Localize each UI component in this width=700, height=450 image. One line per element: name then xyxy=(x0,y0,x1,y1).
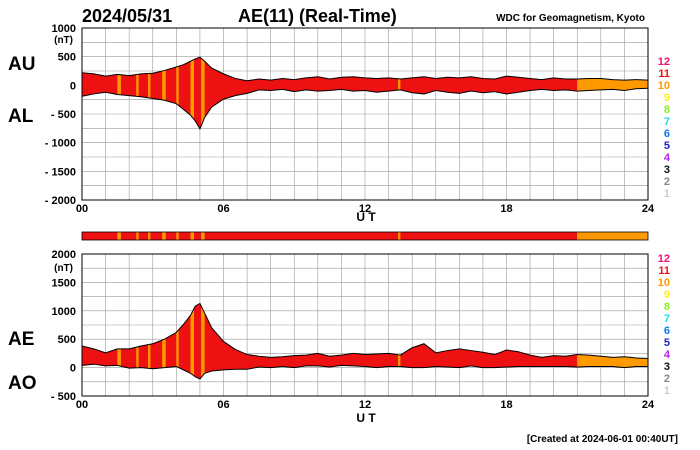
series-line-ao xyxy=(81,363,648,380)
x-tick-label: 24 xyxy=(642,203,655,215)
legend-level-7: 7 xyxy=(664,313,670,325)
area-accent-stripe xyxy=(162,57,166,129)
x-tick-label: 12 xyxy=(359,399,371,411)
activity-accent xyxy=(190,232,195,240)
legend-level-12: 12 xyxy=(658,56,670,68)
unit-label-bottom: (nT) xyxy=(54,263,73,274)
legend-level-5: 5 xyxy=(664,140,670,152)
plot-frame xyxy=(81,253,649,397)
area-accent-stripe xyxy=(190,303,195,379)
activity-accent xyxy=(117,232,121,240)
y-tick-label: 1000 xyxy=(52,306,76,318)
activity-level-bar xyxy=(81,231,649,241)
y-tick-label: - 1000 xyxy=(45,138,76,150)
legend-level-2: 2 xyxy=(664,176,670,188)
area-accent-stripe xyxy=(190,57,195,129)
legend-level-1: 1 xyxy=(664,188,670,200)
x-tick-label: 18 xyxy=(500,399,512,411)
legend-level-11: 11 xyxy=(658,68,670,80)
date-title: 2024/05/31 xyxy=(82,6,172,26)
x-tick-label: 18 xyxy=(500,203,512,215)
area-accent-stripe xyxy=(148,57,151,129)
activity-accent xyxy=(148,232,151,240)
legend-level-3: 3 xyxy=(664,361,670,373)
area-accent-stripe xyxy=(162,303,166,379)
legend-level-9: 9 xyxy=(664,289,670,301)
legend-level-1: 1 xyxy=(664,385,670,397)
series-line-al xyxy=(81,87,649,131)
legend-level-10: 10 xyxy=(658,80,670,92)
x-tick-label: 24 xyxy=(642,399,655,411)
activity-segment xyxy=(577,232,648,240)
y-tick-label: - 500 xyxy=(51,109,76,121)
area-accent-stripe xyxy=(176,303,179,379)
y-tick-label: 500 xyxy=(58,52,76,64)
y-tick-label: 2000 xyxy=(52,249,76,261)
area-accent-stripe xyxy=(201,303,205,379)
area-accent-stripe xyxy=(201,57,205,129)
legend-level-12: 12 xyxy=(658,253,670,265)
unit-label-top: (nT) xyxy=(54,35,73,46)
activity-frame xyxy=(81,231,649,241)
y-tick-label: 1500 xyxy=(52,277,76,289)
area-accent-stripe xyxy=(176,57,179,129)
legend-level-2: 2 xyxy=(664,373,670,385)
y-tick-label: - 1500 xyxy=(45,166,76,178)
y-tick-label: - 500 xyxy=(51,391,76,403)
legend-level-4: 4 xyxy=(664,152,671,164)
activity-accent xyxy=(162,232,166,240)
x-tick-label: 12 xyxy=(359,203,371,215)
activity-accent xyxy=(398,232,401,240)
legend-level-8: 8 xyxy=(664,301,670,313)
legend-level-11: 11 xyxy=(658,265,670,277)
ao-label: AO xyxy=(8,373,37,394)
ae-label: AE xyxy=(8,329,34,350)
xlabel-bottom: U T xyxy=(356,411,376,425)
y-tick-label: 500 xyxy=(58,334,76,346)
xlabel-top: U T xyxy=(356,210,376,224)
created-timestamp: [Created at 2024-06-01 00:40UT] xyxy=(527,434,678,445)
legend-level-6: 6 xyxy=(664,325,670,337)
legend-level-5: 5 xyxy=(664,337,670,349)
x-tick-label: 06 xyxy=(217,399,229,411)
series-line-au xyxy=(81,56,649,82)
legend-level-9: 9 xyxy=(664,92,670,104)
legend-level-6: 6 xyxy=(664,128,670,140)
activity-accent xyxy=(136,232,139,240)
y-tick-label: 1000 xyxy=(52,23,76,35)
area-accent-stripe xyxy=(136,57,139,129)
area-accent-stripe xyxy=(117,57,121,129)
source-label: WDC for Geomagnetism, Kyoto xyxy=(496,13,645,24)
activity-accent xyxy=(201,232,205,240)
plot-frame xyxy=(81,27,649,201)
y-tick-label: - 2000 xyxy=(45,195,76,207)
x-tick-label: 06 xyxy=(217,203,229,215)
series-line-ae xyxy=(81,302,649,360)
x-tick-label: 00 xyxy=(76,203,88,215)
legend-level-3: 3 xyxy=(664,164,670,176)
y-tick-label: 0 xyxy=(70,363,76,375)
activity-segment xyxy=(82,232,578,240)
au-label: AU xyxy=(8,54,35,75)
x-tick-label: 00 xyxy=(76,399,88,411)
index-title: AE(11) (Real-Time) xyxy=(238,6,397,26)
legend-level-8: 8 xyxy=(664,104,670,116)
legend-level-4: 4 xyxy=(664,349,671,361)
activity-accent xyxy=(176,232,179,240)
y-tick-label: 0 xyxy=(70,80,76,92)
legend-level-7: 7 xyxy=(664,116,670,128)
al-label: AL xyxy=(8,106,34,127)
legend-level-10: 10 xyxy=(658,277,670,289)
